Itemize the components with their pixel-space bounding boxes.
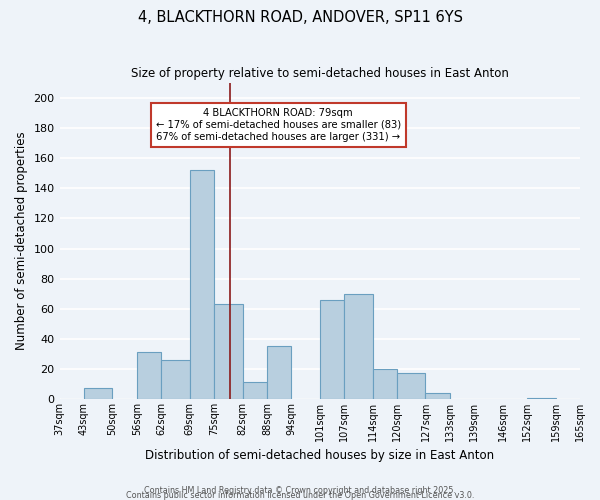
Bar xyxy=(190,170,214,399)
Bar xyxy=(242,382,267,399)
X-axis label: Distribution of semi-detached houses by size in East Anton: Distribution of semi-detached houses by … xyxy=(145,450,494,462)
Bar xyxy=(425,393,450,399)
Text: 4 BLACKTHORN ROAD: 79sqm
← 17% of semi-detached houses are smaller (83)
67% of s: 4 BLACKTHORN ROAD: 79sqm ← 17% of semi-d… xyxy=(155,108,401,142)
Text: Contains HM Land Registry data © Crown copyright and database right 2025.: Contains HM Land Registry data © Crown c… xyxy=(144,486,456,495)
Bar xyxy=(137,352,161,399)
Text: Contains public sector information licensed under the Open Government Licence v3: Contains public sector information licen… xyxy=(126,490,474,500)
Bar xyxy=(84,388,112,399)
Bar xyxy=(373,369,397,399)
Bar xyxy=(344,294,373,399)
Bar xyxy=(320,300,344,399)
Y-axis label: Number of semi-detached properties: Number of semi-detached properties xyxy=(15,132,28,350)
Bar xyxy=(161,360,190,399)
Bar xyxy=(397,374,425,399)
Bar xyxy=(214,304,242,399)
Bar xyxy=(267,346,292,399)
Title: Size of property relative to semi-detached houses in East Anton: Size of property relative to semi-detach… xyxy=(131,68,509,80)
Bar xyxy=(527,398,556,399)
Text: 4, BLACKTHORN ROAD, ANDOVER, SP11 6YS: 4, BLACKTHORN ROAD, ANDOVER, SP11 6YS xyxy=(137,10,463,25)
